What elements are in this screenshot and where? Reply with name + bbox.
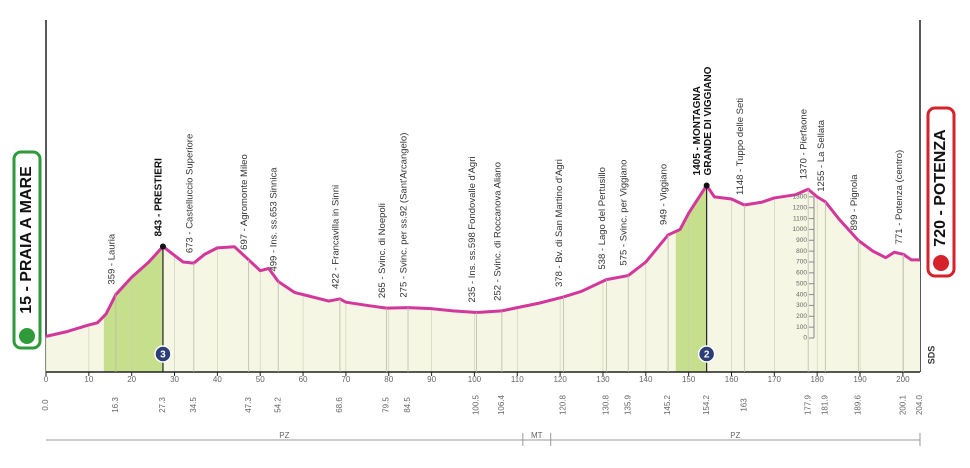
waypoint-label: 499 - Ins. ss.653 Sinnica [269, 167, 280, 272]
y-tick-label: 600 [796, 270, 807, 277]
region-label: MT [531, 431, 543, 440]
waypoint-label: 252 - Svinc. di Roccanova Aliano [492, 162, 503, 301]
climb-category: 2 [704, 350, 710, 361]
start-banner [12, 150, 42, 350]
x-tick-label: 150 [682, 375, 696, 384]
y-tick-label: 1100 [793, 215, 807, 222]
x-tick-label: 20 [127, 375, 136, 384]
x-tick-label: 10 [84, 375, 93, 384]
waypoint-label: 575 - Svinc. per Viggiano [619, 160, 630, 266]
finish-banner [926, 106, 956, 278]
x-tick-label: 180 [810, 375, 824, 384]
y-tick-label: 700 [796, 259, 807, 266]
climb-badge [154, 345, 172, 363]
region-label: PZ [279, 431, 289, 440]
km-label: 163 [739, 398, 748, 412]
km-label: 181.9 [820, 394, 829, 415]
y-tick-label: 500 [796, 280, 807, 287]
km-label: 200.1 [898, 394, 907, 415]
x-tick-label: 160 [725, 375, 739, 384]
x-tick-label: 70 [341, 375, 350, 384]
waypoint-label: 275 - Svinc. per ss.92 (Sant'Arcangelo) [399, 133, 410, 298]
y-tick-label: 100 [796, 324, 807, 331]
waypoint-label: 538 - Lago del Pertusillo [597, 167, 608, 269]
climb-category: 3 [160, 350, 166, 361]
finish-label: 720 - POTENZA [932, 129, 949, 247]
waypoint-label: 1370 - Pierfaone [799, 109, 810, 179]
km-label: 120.8 [559, 394, 568, 415]
x-tick-label: 60 [299, 375, 308, 384]
x-tick-label: 120 [553, 375, 567, 384]
x-tick-label: 190 [853, 375, 867, 384]
waypoint-label: 1255 - La Sellata [816, 119, 827, 192]
km-label: 106.4 [497, 394, 506, 415]
km-label: 27.3 [158, 397, 167, 413]
climb-badge [697, 345, 716, 363]
x-tick-label: 170 [768, 375, 782, 384]
km-label: 177.9 [803, 394, 812, 415]
logo: SDS [926, 346, 936, 365]
km-label: 0.0 [41, 399, 50, 411]
x-tick-label: 200 [896, 375, 910, 384]
km-label: 16.3 [111, 397, 120, 413]
km-label: 54.2 [273, 397, 282, 413]
y-tick-label: 200 [796, 313, 807, 320]
y-tick-label: 400 [796, 291, 807, 298]
profile-fill [46, 185, 920, 372]
x-tick-label: 40 [213, 375, 222, 384]
km-label: 189.6 [853, 394, 862, 415]
x-tick-label: 110 [511, 375, 524, 384]
x-tick-label: 140 [639, 375, 653, 384]
summit-dot [703, 182, 710, 189]
waypoint-label: 1405 - MONTAGNA [692, 86, 703, 175]
km-label: 84.5 [403, 397, 412, 413]
y-tick-label: 900 [796, 237, 807, 244]
region-label: PZ [730, 431, 740, 440]
waypoint-label: 949 - Viggiano [659, 164, 670, 225]
climb-area [103, 246, 163, 372]
km-label: 204.0 [915, 394, 924, 415]
y-tick-label: 800 [796, 248, 807, 255]
waypoint-label: 771 - Potenza (centro) [894, 150, 905, 245]
waypoint-label: GRANDE DI VIGGIANO [703, 66, 714, 175]
waypoint-label: 235 - Ins. ss.598 Fondovalle d'Agri [467, 157, 478, 303]
x-tick-label: 80 [384, 375, 393, 384]
km-label: 47.3 [244, 397, 253, 413]
y-tick-label: 1200 [793, 204, 808, 211]
waypoint-label: 899 - Pignola [849, 174, 860, 231]
y-tick-label: 300 [796, 302, 807, 309]
waypoint-label: 265 - Svinc. di Noepoli [377, 203, 388, 298]
x-tick-label: 100 [468, 375, 482, 384]
y-tick-label: 1000 [793, 226, 808, 233]
km-label: 135.9 [623, 394, 632, 415]
waypoint-label: 673 - Castelluccio Superiore [184, 134, 195, 253]
waypoint-label: 422 - Francavilla in Sinni [330, 185, 341, 289]
waypoint-label: 697 - Agromonte Mileo [239, 154, 250, 250]
start-label: 15 - PRAIA A MARE [18, 166, 35, 314]
waypoint-label: 378 - Bv. di San Martino d'Agri [554, 159, 565, 287]
km-label: 68.6 [335, 397, 344, 413]
km-label: 34.5 [189, 397, 198, 413]
waypoint-label: 1148 - Tuppo delle Seti [735, 98, 746, 195]
start-icon [19, 328, 35, 344]
y-tick-label: 0 [803, 335, 807, 342]
km-label: 154.2 [702, 394, 711, 415]
waypoint-label: 359 - Lauria [106, 233, 117, 284]
x-tick-label: 90 [427, 375, 436, 384]
summit-dot [159, 243, 166, 250]
km-label: 130.8 [601, 394, 610, 415]
waypoint-label: 843 - PRESTIERI [154, 158, 165, 237]
x-tick-label: 0 [44, 375, 49, 384]
x-tick-label: 130 [596, 375, 610, 384]
km-label: 145.2 [663, 394, 672, 415]
x-tick-label: 30 [170, 375, 179, 384]
km-label: 100.5 [472, 394, 481, 415]
climb-area [675, 185, 707, 372]
finish-icon [933, 255, 949, 271]
y-tick-label: 1300 [793, 194, 808, 201]
x-tick-label: 50 [256, 375, 265, 384]
km-label: 79.5 [382, 397, 391, 413]
